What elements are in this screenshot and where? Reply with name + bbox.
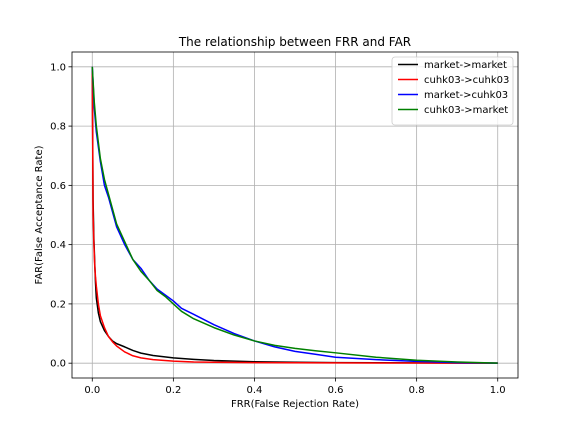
legend-label: cuhk03->market [424,105,508,116]
x-tick-label: 0.4 [247,385,263,396]
legend: market->market cuhk03->cuhk03 market->cuhk… [392,57,513,125]
x-tick-label: 0.8 [409,385,425,396]
y-tick-label: 0.4 [50,240,66,251]
y-tick-label: 0.2 [50,299,66,310]
y-axis-label: FAR(False Acceptance Rate) [34,145,45,284]
y-tick-label: 0.8 [50,122,66,133]
x-tick-label: 0.0 [84,385,100,396]
legend-label: market->market [424,60,507,71]
x-tick-label: 1.0 [490,385,506,396]
x-tick-label: 0.6 [328,385,344,396]
y-tick-label: 0.6 [50,181,66,192]
legend-label: market->cuhk03 [424,90,508,101]
x-axis-label: FRR(False Rejection Rate) [231,399,359,410]
y-tick-label: 1.0 [50,62,66,73]
chart-title: The relationship between FRR and FAR [178,35,411,49]
x-tick-label: 0.2 [165,385,181,396]
y-tick-label: 0.0 [50,359,66,370]
legend-label: cuhk03->cuhk03 [424,75,509,86]
